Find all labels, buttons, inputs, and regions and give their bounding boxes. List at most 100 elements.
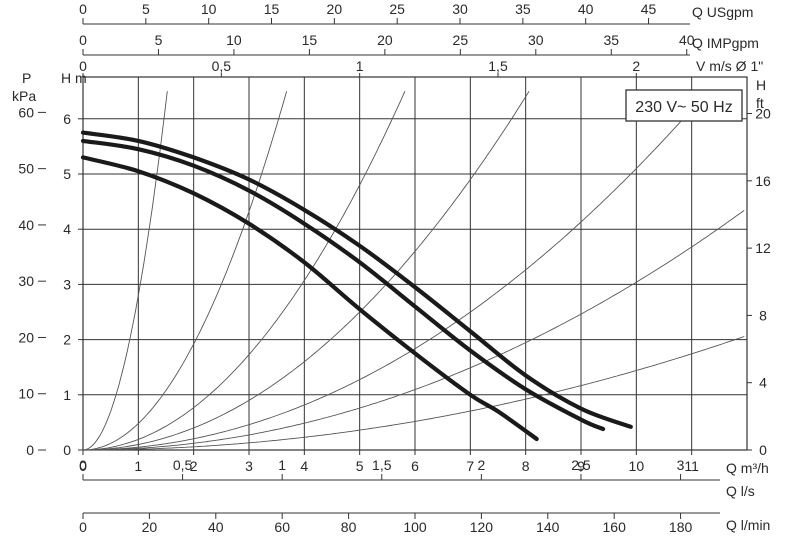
top-velocity-axis-label: V m/s Ø 1" (696, 58, 763, 74)
system-curve (83, 91, 406, 451)
impgpm-axis-tick-label: 10 (226, 32, 242, 48)
system-curve (82, 91, 168, 451)
y-axis-tick-label: 5 (63, 166, 71, 182)
system-curves (82, 90, 745, 451)
ls-axis-tick-label: 3 (677, 457, 685, 473)
y-axis-tick-label: 4 (63, 221, 71, 237)
velocity-axis-tick-label: 0 (79, 58, 87, 74)
feet-axis-tick-label: 4 (759, 375, 767, 391)
usgpm-axis-tick-label: 5 (142, 1, 150, 17)
right-feet-label-h: H (756, 77, 766, 93)
bottom-ls-axis-label: Q l/s (726, 483, 755, 499)
lmin-axis-tick-label: 180 (669, 519, 693, 535)
x-axis-tick-label: 9 (577, 458, 585, 474)
usgpm-axis-tick-label: 45 (641, 1, 657, 17)
pressure-axis-tick-label: 50 (18, 161, 34, 177)
usgpm-axis-tick-label: 0 (79, 1, 87, 17)
system-curve (83, 90, 709, 451)
impgpm-axis-tick-label: 40 (679, 32, 695, 48)
lmin-axis-tick-label: 160 (603, 519, 627, 535)
system-curve (83, 336, 745, 451)
impgpm-axis-tick-label: 20 (377, 32, 393, 48)
x-axis-tick-label: 8 (522, 458, 530, 474)
impgpm-axis-tick-label: 15 (302, 32, 318, 48)
x-axis-tick-label: 10 (629, 458, 645, 474)
left-pressure-label-p: P (22, 70, 31, 86)
system-curve (83, 210, 745, 451)
impgpm-axis-tick-label: 25 (453, 32, 469, 48)
lmin-axis-tick-label: 140 (536, 519, 560, 535)
right-feet-label-ft: ft (756, 95, 764, 111)
y-axis-tick-label: 2 (63, 332, 71, 348)
x-axis-tick-label: 11 (684, 458, 699, 474)
velocity-axis-tick-label: 2 (632, 58, 640, 74)
impgpm-axis-tick-label: 35 (603, 32, 619, 48)
usgpm-axis-tick-label: 20 (327, 1, 343, 17)
x-axis-tick-label: 1 (134, 458, 142, 474)
top-impgpm-axis-label: Q IMPgpm (692, 35, 759, 51)
axes: 0 5 10 15 20 25 30 35 40 450 5 10 15 20 25 30 35 400 0,5 1 1… (18, 1, 771, 535)
x-axis-tick-label: 3 (245, 458, 253, 474)
pressure-axis-tick-label: 40 (18, 217, 34, 233)
ls-axis-tick-label: 1 (278, 457, 286, 473)
pressure-axis-tick-label: 30 (18, 273, 34, 289)
lmin-axis-tick-label: 40 (208, 519, 224, 535)
pump-curve (80, 130, 633, 429)
x-axis-tick-label: 7 (466, 458, 474, 474)
usgpm-axis-tick-label: 40 (578, 1, 594, 17)
ls-axis-tick-label: 2,5 (571, 457, 591, 473)
x-axis-tick-label: 0 (79, 458, 87, 474)
x-axis-tick-label: 4 (300, 458, 308, 474)
usgpm-axis-tick-label: 15 (264, 1, 280, 17)
lmin-axis-tick-label: 120 (470, 519, 494, 535)
ls-axis-tick-label: 0 (79, 457, 87, 473)
voltage-annotation-box (625, 89, 743, 122)
y-axis-tick-label: 3 (63, 276, 71, 292)
pump-curve (80, 138, 606, 432)
ls-axis-tick-label: 2 (477, 457, 485, 473)
lmin-axis-tick-label: 80 (341, 519, 357, 535)
velocity-axis-tick-label: 0,5 (212, 58, 232, 74)
usgpm-axis-tick-label: 35 (515, 1, 531, 17)
impgpm-axis-tick-label: 0 (79, 32, 87, 48)
grid (82, 76, 748, 451)
voltage-annotation: 230 V~ 50 Hz (635, 99, 732, 116)
x-axis-tick-label: 2 (190, 458, 198, 474)
ls-axis-tick-label: 1,5 (372, 457, 392, 473)
system-curve (83, 90, 530, 451)
feet-axis-tick-label: 12 (755, 240, 771, 256)
pressure-axis-tick-label: 20 (18, 329, 34, 345)
left-pressure-label-kpa: kPa (12, 88, 36, 104)
lmin-axis-tick-label: 0 (79, 519, 87, 535)
lmin-axis-tick-label: 60 (274, 519, 290, 535)
bottom-lmin-axis-label: Q l/min (726, 517, 770, 533)
pressure-axis-tick-label: 0 (26, 442, 34, 458)
usgpm-axis-tick-label: 10 (201, 1, 217, 17)
top-usgpm-axis-label: Q USgpm (692, 4, 753, 20)
feet-axis-tick-label: 0 (759, 442, 767, 458)
ls-axis-tick-label: 0,5 (173, 457, 193, 473)
usgpm-axis-tick-label: 25 (389, 1, 405, 17)
y-axis-label-h: H m (61, 70, 87, 86)
y-axis-tick-label: 0 (63, 442, 71, 458)
impgpm-axis-tick-label: 5 (155, 32, 163, 48)
velocity-axis-tick-label: 1,5 (488, 58, 508, 74)
y-axis-tick-label: 1 (63, 387, 71, 403)
feet-axis-tick-label: 20 (755, 106, 771, 122)
system-curve (82, 91, 288, 451)
pressure-axis-tick-label: 60 (18, 104, 34, 120)
lmin-axis-tick-label: 100 (403, 519, 427, 535)
pump-curve (80, 155, 539, 442)
x-axis-tick-label: 6 (411, 458, 419, 474)
lmin-axis-tick-label: 20 (142, 519, 158, 535)
pump-curves (80, 130, 633, 442)
impgpm-axis-tick-label: 30 (528, 32, 544, 48)
usgpm-axis-tick-label: 30 (452, 1, 468, 17)
x-axis-label: Q m³/h (726, 460, 769, 476)
velocity-axis-tick-label: 1 (356, 58, 364, 74)
feet-axis-tick-label: 8 (759, 307, 767, 323)
y-axis-tick-label: 6 (63, 111, 71, 127)
feet-axis-tick-label: 16 (755, 173, 771, 189)
x-axis-tick-label: 5 (356, 458, 364, 474)
